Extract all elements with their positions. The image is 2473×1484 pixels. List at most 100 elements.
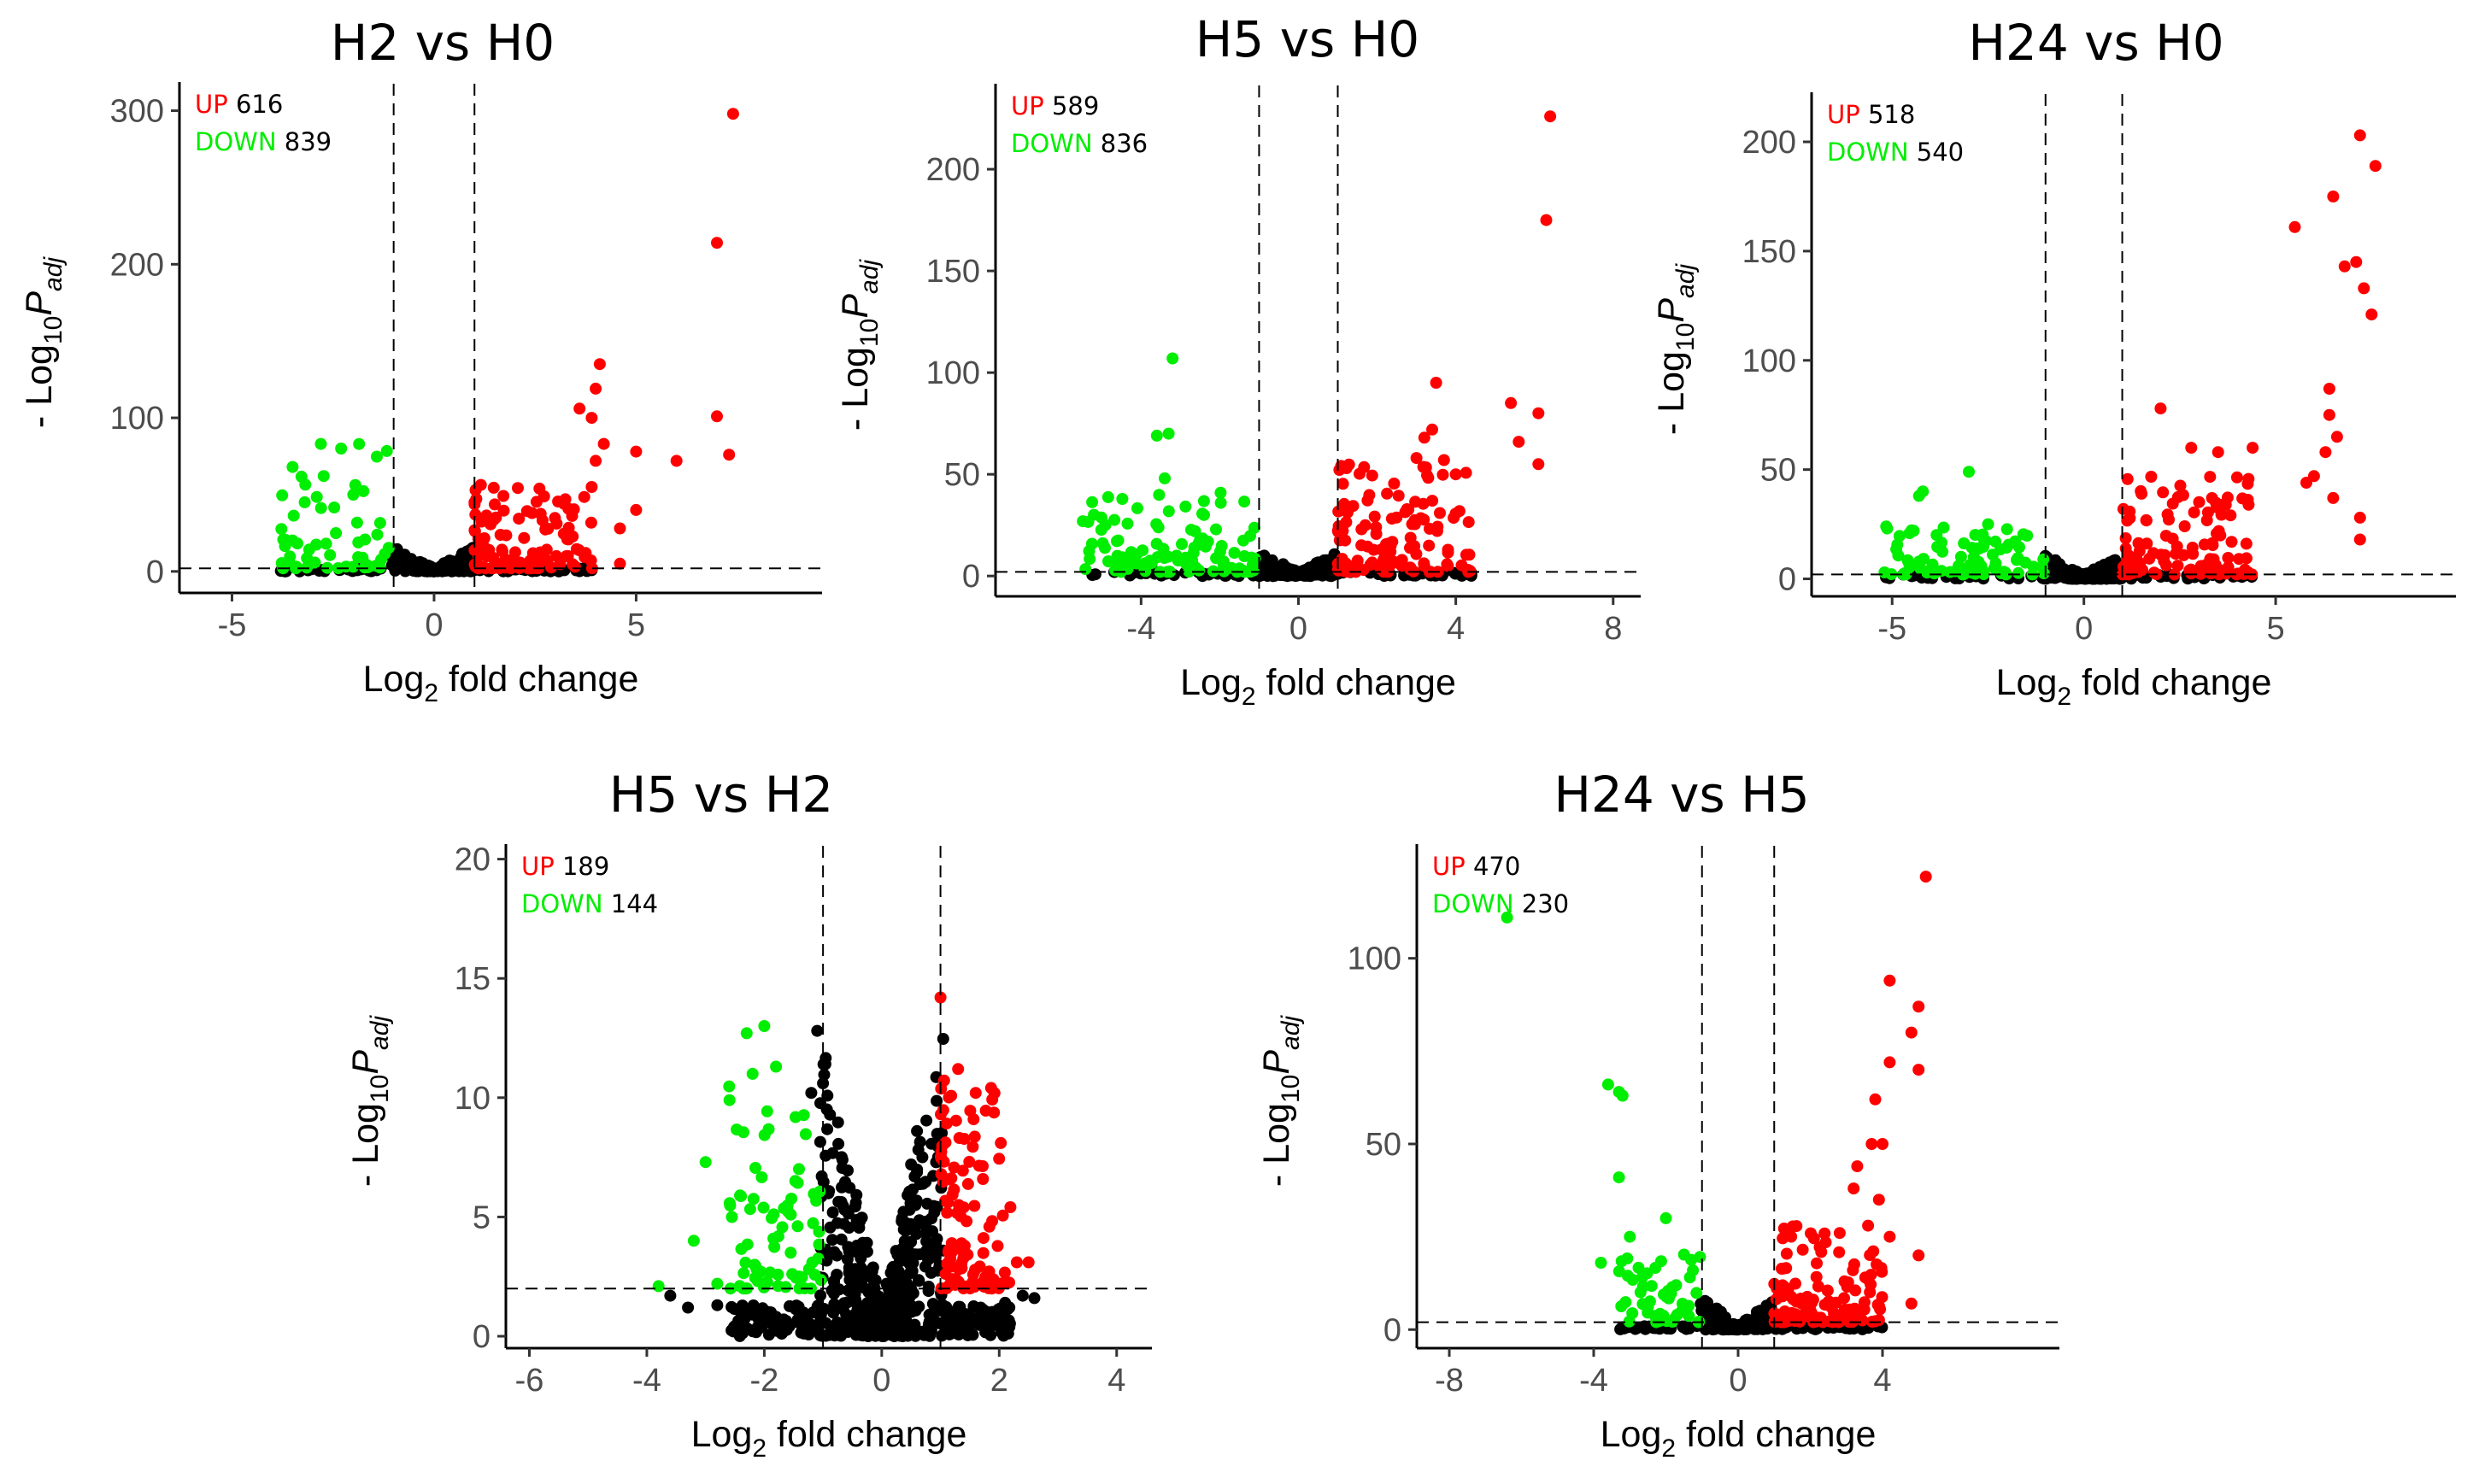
up-point [1336, 478, 1349, 490]
x-tick-label: 0 [1289, 611, 1307, 647]
up-point [1811, 1257, 1823, 1270]
up-point [2212, 525, 2225, 537]
down-point [1108, 513, 1121, 526]
up-point [1819, 1236, 1832, 1249]
down-point [1101, 490, 1114, 503]
up-point [590, 455, 602, 467]
ns-point [837, 1303, 849, 1316]
up-count-annotation: UP 589 [1011, 91, 1099, 120]
x-tick-label: 4 [1873, 1363, 1891, 1399]
down-point [1162, 427, 1175, 440]
up-point [593, 358, 606, 371]
up-point [1532, 458, 1545, 471]
down-point [1671, 1308, 1683, 1321]
up-point [530, 496, 543, 508]
x-tick-label: 0 [2075, 611, 2093, 647]
down-point [1112, 534, 1125, 547]
up-point [2222, 552, 2235, 564]
up-point [512, 482, 524, 495]
up-point [497, 490, 510, 502]
down-point [749, 1162, 761, 1174]
ns-point [940, 1303, 953, 1315]
ns-point [1680, 1323, 1693, 1335]
down-point [790, 1111, 802, 1123]
down-point [347, 560, 360, 573]
up-point [2230, 471, 2243, 484]
up-point [2121, 472, 2134, 485]
down-point [1217, 555, 1230, 568]
up-point [1861, 1273, 1874, 1286]
up-point [2185, 442, 2198, 455]
up-point [1426, 423, 1438, 436]
up-point [1905, 1026, 1918, 1039]
up-point [1003, 1276, 1015, 1289]
down-point [1642, 1300, 1654, 1313]
down-label: DOWN [195, 127, 277, 156]
down-point [1683, 1310, 1695, 1323]
up-point [1409, 514, 1422, 527]
down-point [1086, 496, 1099, 508]
ns-point [1709, 1323, 1722, 1335]
ns-point [849, 1293, 862, 1306]
down-point [275, 523, 288, 536]
up-point [2141, 537, 2153, 550]
up-point [2323, 383, 2335, 395]
up-point [2188, 506, 2200, 519]
down-point [1150, 429, 1163, 442]
up-point [979, 1105, 992, 1117]
y-axis-label: - Log10Padj [345, 1015, 394, 1187]
up-point [1368, 510, 1381, 523]
ns-point [904, 1217, 917, 1230]
up-point [597, 437, 610, 450]
ns-point [1016, 1289, 1029, 1302]
panel-title: H5 vs H0 [1195, 10, 1419, 68]
ns-point [2083, 572, 2095, 584]
ns-point [920, 1235, 933, 1248]
y-axis-label: - Log10Padj [1651, 263, 1700, 435]
ns-point [842, 1207, 855, 1220]
up-point [941, 1206, 954, 1219]
down-point [1902, 555, 1915, 568]
up-point [570, 543, 583, 555]
up-point [2323, 408, 2335, 421]
down-point [363, 560, 375, 573]
down-point [2000, 523, 2013, 536]
up-point [1331, 564, 1344, 577]
up-point [935, 1108, 947, 1121]
x-tick-label: 0 [872, 1363, 890, 1399]
up-point [2365, 308, 2378, 321]
ns-point [894, 1250, 907, 1263]
down-point [1214, 496, 1227, 509]
up-point [948, 1161, 960, 1174]
down-label: DOWN [1432, 889, 1514, 918]
ns-point [831, 1316, 843, 1329]
up-point [1434, 507, 1446, 519]
up-point [2145, 471, 2158, 483]
up-point [2327, 191, 2340, 202]
down-point [347, 489, 360, 501]
up-point [2319, 446, 2332, 459]
ns-point [843, 1222, 855, 1234]
down-point [739, 1256, 752, 1269]
down-point [810, 1194, 823, 1207]
down-count-annotation: DOWN 839 [195, 127, 332, 156]
ns-point [747, 1308, 759, 1321]
up-point [2154, 402, 2167, 415]
down-point [1125, 549, 1138, 561]
up-point [2140, 514, 2153, 527]
down-point [1102, 555, 1114, 567]
up-point [2233, 553, 2246, 566]
up-point [518, 531, 531, 544]
ns-point [2052, 566, 2065, 578]
down-count-annotation: DOWN 836 [1011, 129, 1148, 158]
ns-point [454, 565, 467, 578]
up-point [1790, 1220, 1803, 1233]
y-tick-label: 200 [110, 247, 164, 283]
up-point [542, 522, 555, 535]
up-point [1453, 505, 1466, 518]
y-tick-label: 100 [1348, 941, 1401, 977]
up-point [977, 1173, 990, 1185]
x-axis-label: Log2 fold change [363, 659, 639, 707]
down-point [1612, 1265, 1625, 1278]
up-point [935, 1168, 948, 1181]
